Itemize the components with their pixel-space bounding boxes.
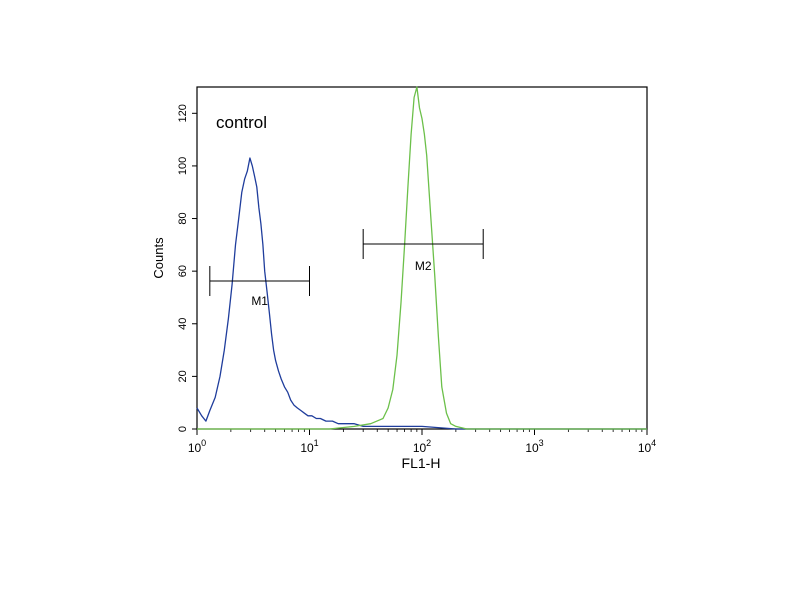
- y-tick-label: 40: [177, 318, 189, 330]
- y-tick-label: 20: [177, 370, 189, 382]
- plot-frame: [196, 86, 648, 430]
- gate-markers: M1 M2: [209, 229, 484, 308]
- histogram-series-2: [197, 86, 647, 430]
- y-tick-label: 80: [177, 212, 189, 224]
- y-tick-label: 0: [177, 426, 189, 432]
- chart-annotation: control: [216, 113, 267, 132]
- x-tick-label: 103: [525, 438, 543, 455]
- x-tick-label: 104: [638, 438, 656, 455]
- y-tick-label: 120: [177, 104, 189, 122]
- y-tick-label: 100: [177, 157, 189, 175]
- histogram-series-1: [196, 157, 647, 430]
- y-axis: 0 20 40 60 80 100 120: [177, 104, 197, 432]
- y-tick-label: 60: [177, 265, 189, 277]
- x-axis: 100 101 102 103 104: [188, 429, 656, 455]
- series-layer: [196, 86, 647, 430]
- y-axis-label: Counts: [151, 237, 166, 279]
- gate-label: M1: [251, 294, 268, 308]
- x-tick-label: 101: [300, 438, 318, 455]
- gate-label: M2: [415, 259, 432, 273]
- x-tick-label: 102: [413, 438, 431, 455]
- x-axis-label: FL1-H: [402, 455, 441, 471]
- x-tick-label: 100: [188, 438, 206, 455]
